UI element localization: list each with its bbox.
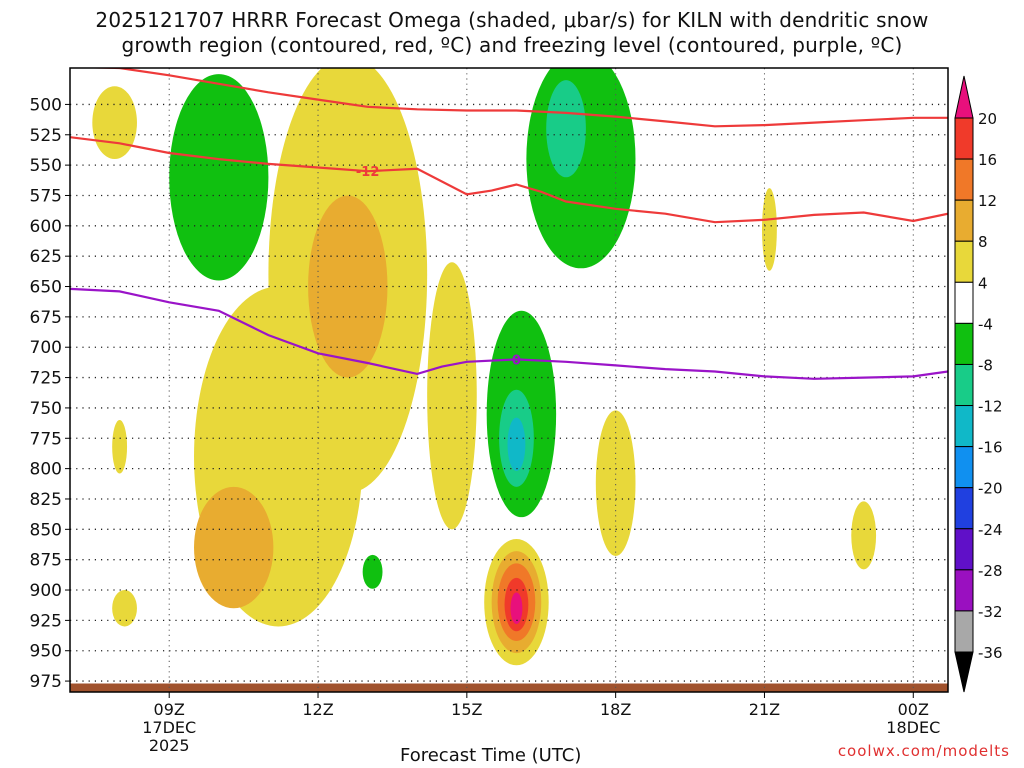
colorbar-swatch — [954, 405, 974, 448]
y-tick-label: 750 — [30, 399, 62, 419]
colorbar-tick-label: 16 — [978, 151, 997, 169]
colorbar-swatch — [954, 240, 974, 283]
colorbar-tick-label: -12 — [978, 398, 1003, 416]
y-tick-label: 625 — [30, 247, 62, 267]
omega-region-ascent-core-upper — [308, 195, 388, 378]
colorbar-swatch — [954, 446, 974, 489]
x-tick-label: 15Z — [451, 700, 482, 719]
colorbar-swatch — [954, 322, 974, 365]
x-axis-label: Forecast Time (UTC) — [400, 745, 582, 766]
colorbar-top-arrow — [954, 75, 974, 119]
y-tick-label: 550 — [30, 156, 62, 176]
colorbar-tick-label: -24 — [978, 521, 1003, 539]
omega-region-ascent-23z — [851, 501, 877, 570]
y-tick-label: 600 — [30, 217, 62, 237]
colorbar-swatch — [954, 610, 974, 653]
x-tick-label: 09Z — [154, 700, 185, 719]
omega-shading — [70, 68, 948, 692]
omega-region-descent-16z-inner — [507, 417, 526, 472]
y-tick-label: 525 — [30, 126, 62, 146]
colorbar-tick-label: -32 — [978, 603, 1003, 621]
colorbar-swatch — [954, 158, 974, 201]
colorbar-swatch — [954, 528, 974, 571]
surface-band — [70, 683, 948, 692]
freezing-contour-label: 0 — [512, 353, 521, 368]
credit-text: coolwx.com/modelts — [837, 742, 1010, 760]
omega-region-ascent-8z-small-1 — [112, 420, 128, 474]
omega-region-ascent-left-column — [92, 86, 137, 160]
colorbar-tick-label: -8 — [978, 356, 993, 374]
x-tick-date: 18DEC — [886, 718, 940, 737]
colorbar-tick-label: -16 — [978, 439, 1003, 457]
colorbar-tick-label: -4 — [978, 315, 993, 333]
colorbar-tick-label: -36 — [978, 644, 1003, 662]
chart-title-line2: growth region (contoured, red, ºC) and f… — [121, 33, 903, 57]
y-tick-label: 975 — [30, 672, 62, 692]
x-tick-label: 18Z — [600, 700, 631, 719]
freezing-level-contour — [70, 287, 948, 380]
colorbar-bottom-arrow — [954, 651, 974, 693]
colorbar-tick-label: 8 — [978, 233, 988, 251]
dgz-lower-contour — [70, 136, 948, 224]
colorbar-tick-label: 12 — [978, 192, 997, 210]
omega-region-descent-17z-core — [546, 80, 586, 178]
omega-region-ascent-21z — [761, 188, 777, 271]
colorbar-tick-label: -20 — [978, 480, 1003, 498]
y-tick-label: 925 — [30, 611, 62, 631]
omega-region-ascent-16z-low-5 — [510, 592, 523, 625]
axes: 500 525 550 575 600 625 650 675 700 725 750 775 800 8… — [30, 95, 941, 755]
y-tick-label: 575 — [30, 186, 62, 206]
y-tick-label: 675 — [30, 308, 62, 328]
y-tick-label: 950 — [30, 642, 62, 662]
y-tick-label: 850 — [30, 520, 62, 540]
dgz-contour-label: -12 — [356, 165, 380, 180]
x-tick-label: 00Z — [898, 700, 929, 719]
omega-region-ascent-core-lower — [194, 486, 274, 609]
omega-region-descent-13z-small — [362, 554, 383, 589]
x-tick-label: 21Z — [749, 700, 780, 719]
colorbar: 20 16 12 8 4 -4 -8 -12 -16 -20 -24 -28 -32 -36 — [954, 75, 1003, 693]
omega-region-ascent-18z — [595, 410, 636, 557]
colorbar-swatch — [954, 569, 974, 612]
y-tick-label: 800 — [30, 460, 62, 480]
colorbar-tick-label: 20 — [978, 110, 997, 128]
y-tick-label: 725 — [30, 369, 62, 389]
colorbar-swatch — [954, 281, 974, 324]
dgz-upper-contour — [74, 68, 948, 128]
x-tick-date: 17DEC — [142, 718, 196, 737]
x-tick-label: 12Z — [302, 700, 333, 719]
omega-region-ascent-15z-hook — [427, 262, 477, 530]
chart-title-line1: 2025121707 HRRR Forecast Omega (shaded, … — [95, 8, 929, 32]
plot-frame — [69, 67, 949, 693]
x-tick-year: 2025 — [149, 736, 190, 755]
y-tick-label: 900 — [30, 581, 62, 601]
omega-region-ascent-8z-small-2 — [112, 590, 137, 627]
y-tick-label: 825 — [30, 490, 62, 510]
colorbar-swatch — [954, 487, 974, 530]
colorbar-swatch — [954, 199, 974, 242]
omega-region-descent-9z — [169, 74, 269, 281]
colorbar-swatch — [954, 117, 974, 160]
colorbar-tick-label: -28 — [978, 562, 1003, 580]
colorbar-tick-label: 4 — [978, 274, 988, 292]
colorbar-swatch — [954, 363, 974, 407]
plot-border — [69, 67, 949, 693]
y-tick-label: 650 — [30, 278, 62, 298]
temperature-contours: -12 0 — [70, 68, 948, 380]
y-tick-label: 700 — [30, 338, 62, 358]
y-tick-label: 500 — [30, 95, 62, 115]
y-tick-label: 775 — [30, 429, 62, 449]
y-tick-label: 875 — [30, 551, 62, 571]
